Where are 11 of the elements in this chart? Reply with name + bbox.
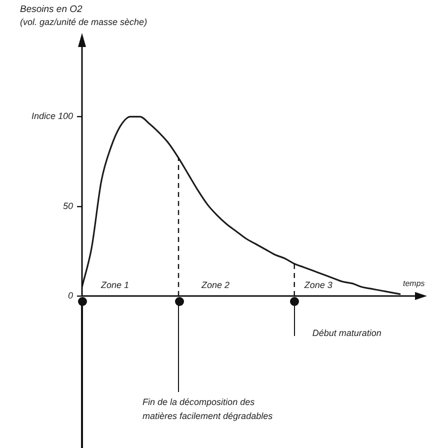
y-tick-label: 50 — [62, 200, 73, 211]
annotation: Zone 1 — [101, 280, 130, 290]
chart-title: Besoins en O2 — [20, 4, 82, 15]
y-tick-label: 0 — [68, 290, 73, 300]
y-tick-label: Indice 100 — [31, 111, 73, 122]
annotation: Zone 2 — [202, 280, 230, 290]
chart-subtitle: (vol. gaz/unité de masse sèche) — [20, 17, 148, 27]
text: Début maturation — [312, 328, 382, 338]
annotation: Zone 3 — [304, 280, 332, 290]
text: Fin de la décomposition des matières facilement dégradables — [142, 396, 274, 423]
x-axis-title: temps — [403, 279, 425, 288]
